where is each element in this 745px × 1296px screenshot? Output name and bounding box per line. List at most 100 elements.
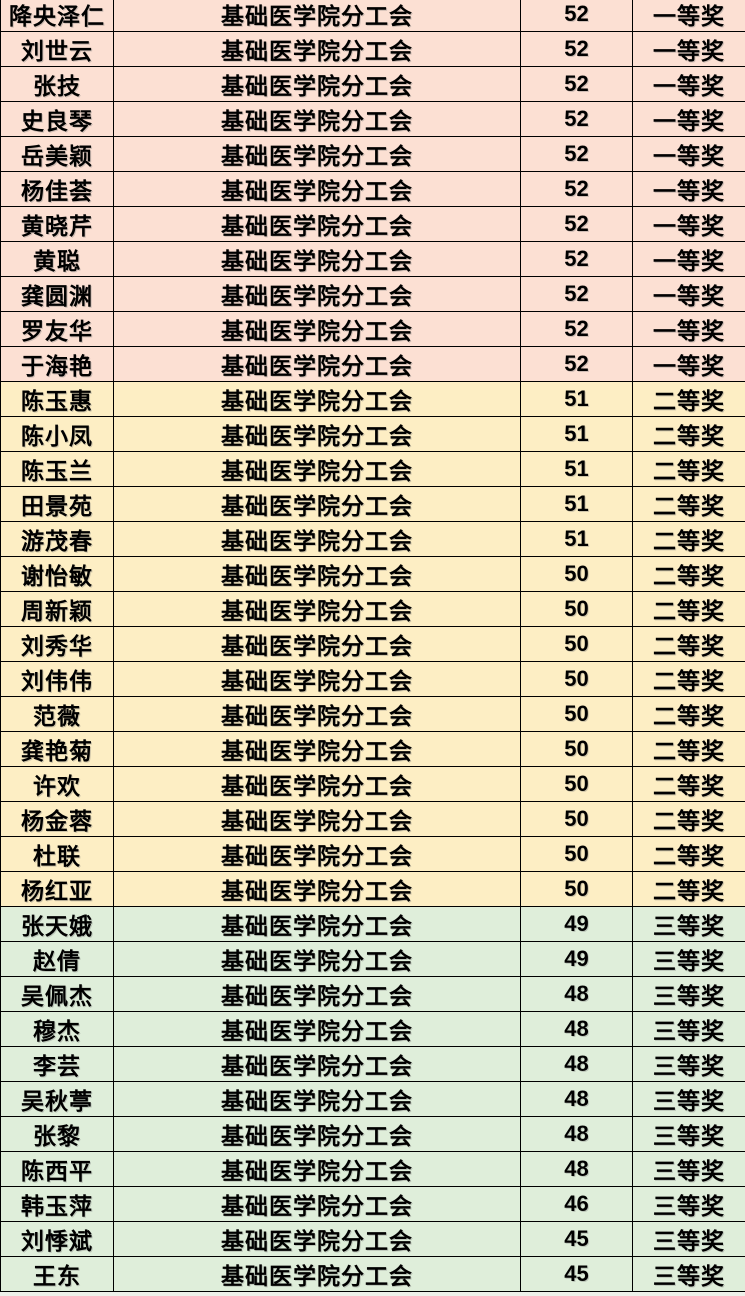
cell-award: 二等奖 <box>632 766 745 802</box>
table-row: 杨金蓉 基础医学院分工会 50 二等奖 <box>0 801 745 837</box>
table-row: 刘世云 基础医学院分工会 52 一等奖 <box>0 31 745 67</box>
cell-name: 陈玉惠 <box>0 381 114 417</box>
cell-union: 基础医学院分工会 <box>113 801 521 837</box>
cell-score: 48 <box>520 1011 633 1047</box>
cell-name: 龚艳菊 <box>0 731 114 767</box>
cell-union: 基础医学院分工会 <box>113 136 521 172</box>
cell-score: 50 <box>520 661 633 697</box>
cell-award: 一等奖 <box>632 31 745 67</box>
cell-award: 一等奖 <box>632 346 745 382</box>
table-row: 游茂春 基础医学院分工会 51 二等奖 <box>0 521 745 557</box>
cell-union: 基础医学院分工会 <box>113 836 521 872</box>
table-row: 于海艳 基础医学院分工会 52 一等奖 <box>0 346 745 382</box>
cell-union: 基础医学院分工会 <box>113 941 521 977</box>
table-row: 吴秋葶 基础医学院分工会 48 三等奖 <box>0 1081 745 1117</box>
cell-name: 穆杰 <box>0 1011 114 1047</box>
cell-score: 48 <box>520 1081 633 1117</box>
cell-award: 三等奖 <box>632 1116 745 1152</box>
cell-award: 三等奖 <box>632 1081 745 1117</box>
cell-name: 陈西平 <box>0 1151 114 1187</box>
cell-name: 刘秀华 <box>0 626 114 662</box>
cell-award: 二等奖 <box>632 486 745 522</box>
cell-score: 50 <box>520 556 633 592</box>
cell-score: 50 <box>520 766 633 802</box>
table-row: 刘秀华 基础医学院分工会 50 二等奖 <box>0 626 745 662</box>
cell-union: 基础医学院分工会 <box>113 1151 521 1187</box>
cell-union: 基础医学院分工会 <box>113 906 521 942</box>
cell-award: 一等奖 <box>632 171 745 207</box>
cell-score: 52 <box>520 0 633 32</box>
cell-name: 杨金蓉 <box>0 801 114 837</box>
cell-name: 张技 <box>0 66 114 102</box>
cell-name: 游茂春 <box>0 521 114 557</box>
cell-award: 三等奖 <box>632 976 745 1012</box>
cell-name: 吴秋葶 <box>0 1081 114 1117</box>
cell-award: 一等奖 <box>632 101 745 137</box>
cell-award: 二等奖 <box>632 451 745 487</box>
cell-award: 二等奖 <box>632 731 745 767</box>
cell-award: 二等奖 <box>632 696 745 732</box>
cell-name: 黄晓芹 <box>0 206 114 242</box>
cell-score: 52 <box>520 206 633 242</box>
cell-award: 三等奖 <box>632 1186 745 1222</box>
cell-union: 基础医学院分工会 <box>113 171 521 207</box>
cell-award: 二等奖 <box>632 661 745 697</box>
cell-union: 基础医学院分工会 <box>113 626 521 662</box>
cell-name: 吴佩杰 <box>0 976 114 1012</box>
cell-union: 基础医学院分工会 <box>113 766 521 802</box>
cell-union: 基础医学院分工会 <box>113 1186 521 1222</box>
cell-award: 二等奖 <box>632 521 745 557</box>
cell-score: 52 <box>520 346 633 382</box>
cell-score: 51 <box>520 451 633 487</box>
cell-award: 二等奖 <box>632 416 745 452</box>
cell-award: 一等奖 <box>632 66 745 102</box>
table-row: 刘悸斌 基础医学院分工会 45 三等奖 <box>0 1221 745 1257</box>
cell-score: 52 <box>520 31 633 67</box>
cell-award: 二等奖 <box>632 556 745 592</box>
table-row: 杨红亚 基础医学院分工会 50 二等奖 <box>0 871 745 907</box>
cell-score: 45 <box>520 1221 633 1257</box>
cell-award: 三等奖 <box>632 941 745 977</box>
cell-union: 基础医学院分工会 <box>113 451 521 487</box>
cell-name: 陈小凤 <box>0 416 114 452</box>
cell-union: 基础医学院分工会 <box>113 871 521 907</box>
cell-name: 张天娥 <box>0 906 114 942</box>
cell-union: 基础医学院分工会 <box>113 1046 521 1082</box>
table-row: 吴佩杰 基础医学院分工会 48 三等奖 <box>0 976 745 1012</box>
cell-score: 52 <box>520 136 633 172</box>
cell-name: 杨红亚 <box>0 871 114 907</box>
table-row: 谢怡敏 基础医学院分工会 50 二等奖 <box>0 556 745 592</box>
cell-union: 基础医学院分工会 <box>113 311 521 347</box>
cell-award: 三等奖 <box>632 906 745 942</box>
table-row: 降央泽仁 基础医学院分工会 52 一等奖 <box>0 0 745 32</box>
cell-union: 基础医学院分工会 <box>113 976 521 1012</box>
cell-union: 基础医学院分工会 <box>113 1011 521 1047</box>
cell-name: 许欢 <box>0 766 114 802</box>
cell-score: 51 <box>520 381 633 417</box>
cell-award: 一等奖 <box>632 241 745 277</box>
cell-union: 基础医学院分工会 <box>113 521 521 557</box>
cell-union: 基础医学院分工会 <box>113 0 521 32</box>
cell-award: 三等奖 <box>632 1011 745 1047</box>
cell-union: 基础医学院分工会 <box>113 1256 521 1292</box>
cell-score: 52 <box>520 241 633 277</box>
cell-union: 基础医学院分工会 <box>113 66 521 102</box>
table-row: 杨佳荟 基础医学院分工会 52 一等奖 <box>0 171 745 207</box>
table-row: 张技 基础医学院分工会 52 一等奖 <box>0 66 745 102</box>
cell-union: 基础医学院分工会 <box>113 206 521 242</box>
table-row: 陈玉兰 基础医学院分工会 51 二等奖 <box>0 451 745 487</box>
cell-union: 基础医学院分工会 <box>113 486 521 522</box>
cell-score: 45 <box>520 1256 633 1292</box>
cell-award: 二等奖 <box>632 591 745 627</box>
cell-union: 基础医学院分工会 <box>113 276 521 312</box>
cell-name: 张黎 <box>0 1116 114 1152</box>
cell-union: 基础医学院分工会 <box>113 731 521 767</box>
table-row: 李芸 基础医学院分工会 48 三等奖 <box>0 1046 745 1082</box>
cell-award: 二等奖 <box>632 801 745 837</box>
table-row: 黄聪 基础医学院分工会 52 一等奖 <box>0 241 745 277</box>
cell-award: 一等奖 <box>632 206 745 242</box>
table-row: 韩玉萍 基础医学院分工会 46 三等奖 <box>0 1186 745 1222</box>
cell-award: 一等奖 <box>632 136 745 172</box>
